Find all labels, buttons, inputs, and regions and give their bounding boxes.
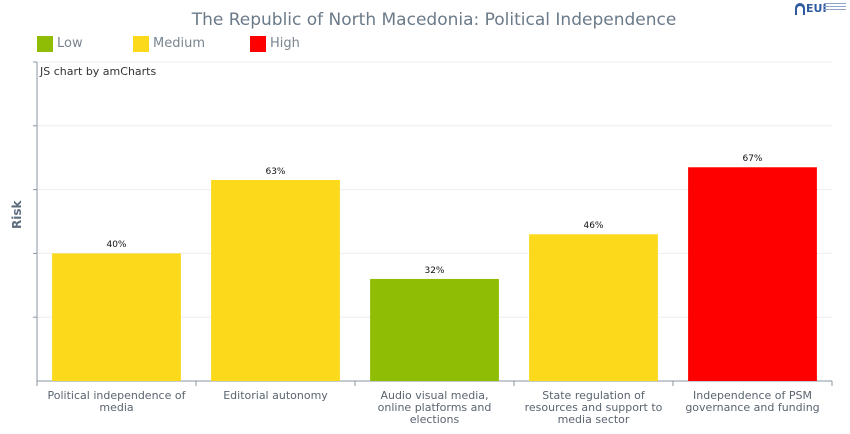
x-tick-label-3: Audio visual media, online platforms and… (377, 389, 492, 426)
logo-text: EUI (806, 2, 827, 15)
chart-title: The Republic of North Macedonia: Politic… (191, 10, 677, 30)
x-tick-label-5: Independence of PSM governance and fundi… (685, 389, 820, 414)
eui-logo-icon (795, 3, 805, 15)
legend-label-medium: Medium (153, 36, 205, 51)
bar-1[interactable] (52, 253, 181, 381)
x-tick-label-4: State regulation of resources and suppor… (524, 389, 663, 426)
logo-subtext (824, 3, 846, 12)
bar-3[interactable] (370, 278, 499, 381)
legend-label-high: High (270, 36, 300, 51)
bar-5[interactable] (688, 167, 817, 381)
value-label-4: 46% (583, 221, 604, 232)
y-axis-label: Risk (10, 200, 24, 229)
legend-swatch-medium (133, 36, 149, 52)
legend-swatch-high (250, 36, 266, 52)
legend-swatch-low (37, 36, 53, 52)
value-label-3: 32% (424, 265, 445, 276)
eui-logo: EUI (794, 2, 848, 16)
bar-2[interactable] (211, 180, 340, 381)
x-tick-label-1: Political independence of media (47, 389, 186, 414)
value-label-2: 63% (265, 167, 286, 178)
x-tick-label-2: Editorial autonomy (223, 389, 328, 402)
value-label-1: 40% (106, 240, 127, 251)
amcharts-credit[interactable]: JS chart by amCharts (40, 65, 157, 78)
bar-4[interactable] (529, 234, 658, 381)
legend-label-low: Low (57, 36, 83, 51)
value-label-5: 67% (742, 154, 763, 165)
